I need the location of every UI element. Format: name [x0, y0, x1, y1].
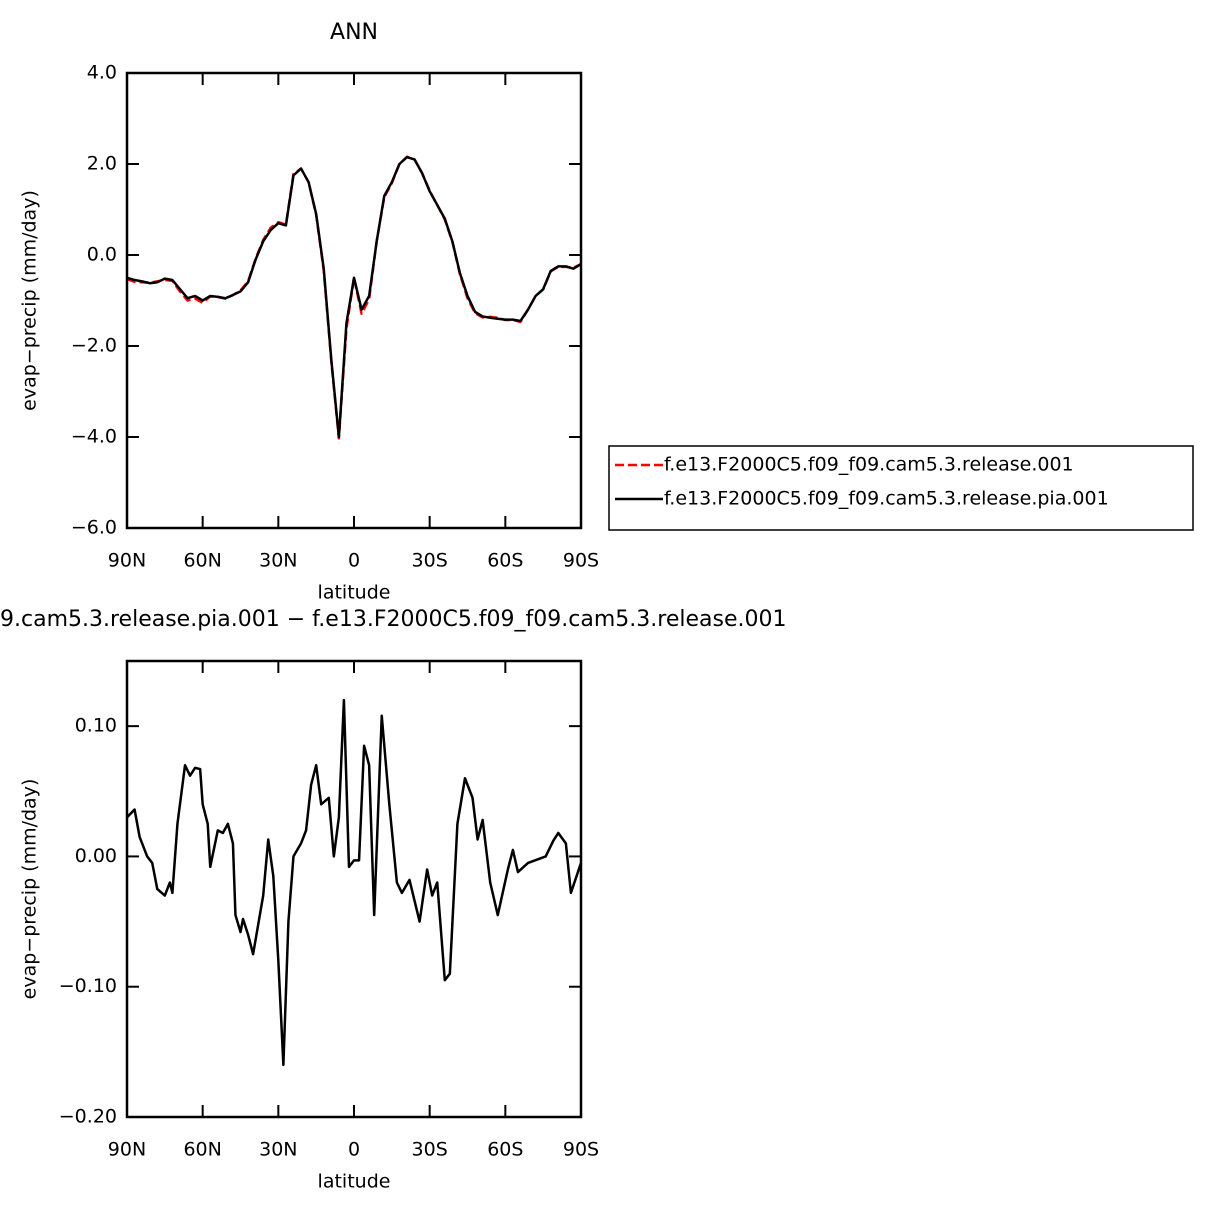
x-tick-label: 30N [259, 550, 297, 572]
legend-box [608, 445, 1194, 531]
panel: 9.cam5.3.release.pia.001 − f.e13.F2000C5… [0, 607, 786, 1193]
x-tick-label: 60N [183, 1139, 221, 1161]
data-line [126, 155, 582, 440]
panel: ANN 4.0 2.0 0.0 −2.0 −4.0 −6.0 90N 60N 30N 0 30S 60S… [19, 20, 1194, 604]
y-tick-label: −6.0 [71, 517, 117, 539]
y-axis-label: evap−precip (mm/day) [19, 779, 41, 1000]
plot-frame [125, 71, 583, 530]
x-tick-label: 30S [412, 550, 448, 572]
legend: f.e13.F2000C5.f09_f09.cam5.3.release.001… [608, 445, 1194, 531]
legend-label: f.e13.F2000C5.f09_f09.cam5.3.release.pia… [664, 488, 1109, 510]
y-axis-label: evap−precip (mm/day) [19, 190, 41, 411]
y-tick-label: −0.20 [59, 1106, 117, 1128]
x-tick-label: 90N [108, 1139, 146, 1161]
plot-frame [125, 659, 583, 1119]
x-tick-label: 90S [563, 550, 599, 572]
data-line [126, 155, 582, 439]
chart-title: 9.cam5.3.release.pia.001 − f.e13.F2000C5… [0, 607, 786, 632]
y-tick-label: 0.10 [75, 715, 117, 737]
y-tick-label: 0.00 [75, 845, 117, 867]
y-tick-label: 2.0 [87, 153, 117, 175]
data-line [126, 698, 583, 1067]
x-axis-label: latitude [318, 1171, 391, 1193]
legend-label: f.e13.F2000C5.f09_f09.cam5.3.release.001 [664, 454, 1074, 476]
x-axis-label: latitude [318, 582, 391, 604]
x-tick-label: 0 [348, 550, 360, 572]
x-tick-label: 90N [108, 550, 146, 572]
y-tick-label: −4.0 [71, 426, 117, 448]
y-tick-label: 0.0 [87, 244, 117, 266]
y-tick-label: −2.0 [71, 335, 117, 357]
x-tick-label: 60S [487, 550, 523, 572]
x-tick-label: 30S [412, 1139, 448, 1161]
x-tick-label: 60N [183, 550, 221, 572]
y-tick-label: −0.10 [59, 975, 117, 997]
x-tick-label: 90S [563, 1139, 599, 1161]
x-tick-label: 0 [348, 1139, 360, 1161]
x-tick-label: 60S [487, 1139, 523, 1161]
x-tick-label: 30N [259, 1139, 297, 1161]
chart-title: ANN [330, 20, 378, 45]
y-tick-label: 4.0 [87, 62, 117, 84]
